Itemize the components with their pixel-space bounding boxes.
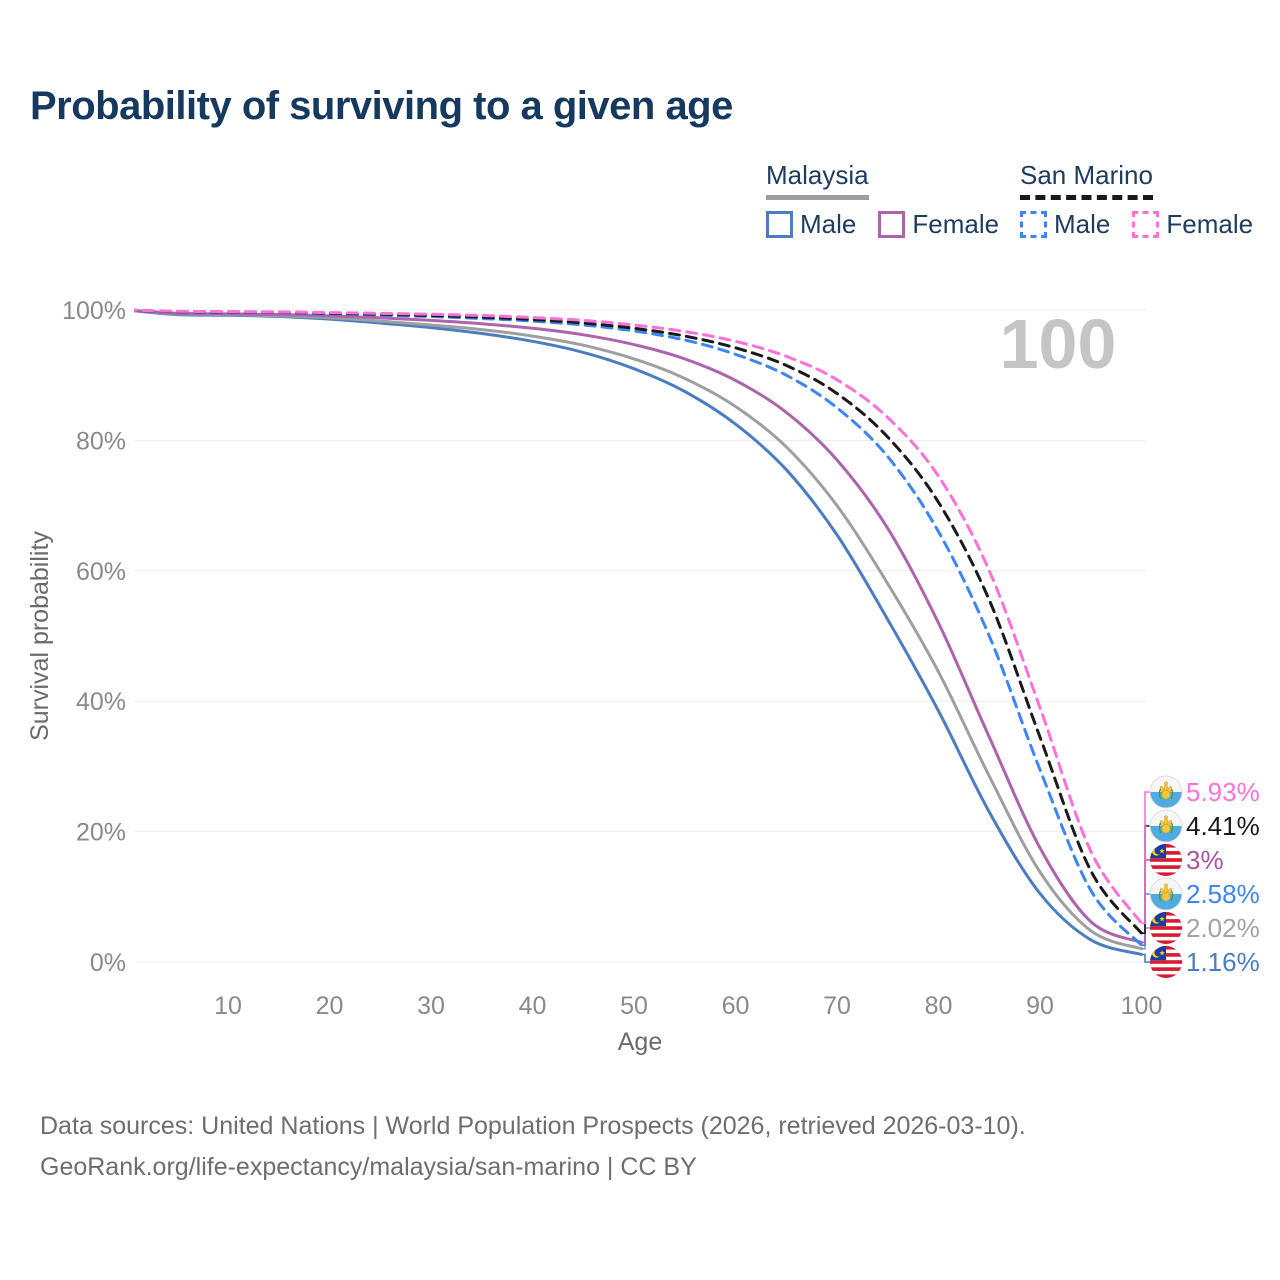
legend-item-malaysia-male[interactable]: Male xyxy=(766,209,856,240)
end-value-label-my-all: 2.02% xyxy=(1186,913,1260,943)
malaysia-flag-icon xyxy=(1150,844,1182,876)
x-tick-label: 60 xyxy=(722,992,750,1020)
axis-ticks: 0% 20% 40% 60% 80% 100% 10 20 30 40 50 60 70 80 90 100 xyxy=(62,297,1162,1020)
end-value-label-sm-female: 5.93% xyxy=(1186,777,1260,807)
legend-item-san-marino-male[interactable]: Male xyxy=(1020,209,1110,240)
legend-group-san-marino: San Marino Male Female xyxy=(1020,160,1253,240)
malaysia-flag-icon xyxy=(1150,946,1182,978)
footer-data-sources: Data sources: United Nations | World Pop… xyxy=(40,1112,1026,1140)
legend-item-san-marino-female[interactable]: Female xyxy=(1132,209,1253,240)
end-value-label-my-female: 3% xyxy=(1186,845,1224,875)
x-tick-label: 80 xyxy=(925,992,953,1020)
age-indicator-watermark: 100 xyxy=(1000,305,1117,383)
malaysia-male-swatch-icon xyxy=(766,211,793,238)
x-tick-label: 10 xyxy=(214,992,242,1020)
y-tick-label: 0% xyxy=(90,949,126,977)
curve-sm-male xyxy=(134,308,1143,947)
legend-label-san-marino-male: Male xyxy=(1054,209,1111,239)
y-tick-label: 80% xyxy=(76,427,126,455)
curve-my-male xyxy=(134,309,1143,956)
x-tick-label: 40 xyxy=(519,992,547,1020)
y-tick-label: 20% xyxy=(76,819,126,847)
gridlines xyxy=(135,309,1146,963)
san-marino-male-swatch-icon xyxy=(1020,211,1047,238)
x-axis-title: Age xyxy=(618,1028,662,1056)
x-tick-label: 30 xyxy=(417,992,445,1020)
footer: Data sources: United Nations | World Pop… xyxy=(40,1106,1026,1187)
y-tick-label: 100% xyxy=(62,297,126,325)
curve-sm-all xyxy=(134,308,1143,935)
legend-label-malaysia-female: Female xyxy=(912,209,1000,239)
malaysia-flag-icon xyxy=(1150,912,1182,944)
curve-sm-female xyxy=(134,308,1143,925)
x-tick-label: 70 xyxy=(823,992,851,1020)
legend-label-malaysia-male: Male xyxy=(800,209,857,239)
legend-group-malaysia: Malaysia Male Female xyxy=(766,160,999,240)
end-label-connector-sm-female xyxy=(1141,791,1150,925)
survival-curves xyxy=(134,308,1143,956)
end-value-label-sm-male: 2.58% xyxy=(1186,879,1260,909)
legend-country-san-marino: San Marino xyxy=(1020,160,1153,200)
legend-item-malaysia-female[interactable]: Female xyxy=(878,209,999,240)
end-label-connector-my-male xyxy=(1141,953,1150,963)
san-marino-flag-icon xyxy=(1150,776,1182,808)
x-tick-label: 20 xyxy=(316,992,344,1020)
end-value-label-sm-all: 4.41% xyxy=(1186,811,1260,841)
end-value-label-my-male: 1.16% xyxy=(1186,947,1260,977)
x-tick-label: 50 xyxy=(620,992,648,1020)
legend-country-malaysia: Malaysia xyxy=(766,160,869,200)
y-tick-label: 40% xyxy=(76,688,126,716)
y-tick-label: 60% xyxy=(76,558,126,586)
x-tick-label: 90 xyxy=(1026,992,1054,1020)
san-marino-flag-icon xyxy=(1150,878,1182,910)
curve-my-all xyxy=(134,309,1143,951)
footer-attribution: GeoRank.org/life-expectancy/malaysia/san… xyxy=(40,1152,697,1181)
malaysia-female-swatch-icon xyxy=(878,211,906,238)
san-marino-female-swatch-icon xyxy=(1132,211,1160,238)
page-title: Probability of surviving to a given age xyxy=(30,84,733,128)
end-value-annotations: 1.16% 2.02% 2.58% 3% 4.41% 5.93% xyxy=(1141,776,1260,978)
curve-my-female xyxy=(134,309,1143,944)
x-tick-label: 100 xyxy=(1121,992,1163,1020)
san-marino-flag-icon xyxy=(1150,810,1182,842)
legend-label-san-marino-female: Female xyxy=(1166,209,1254,239)
y-axis-title: Survival probability xyxy=(26,531,54,741)
